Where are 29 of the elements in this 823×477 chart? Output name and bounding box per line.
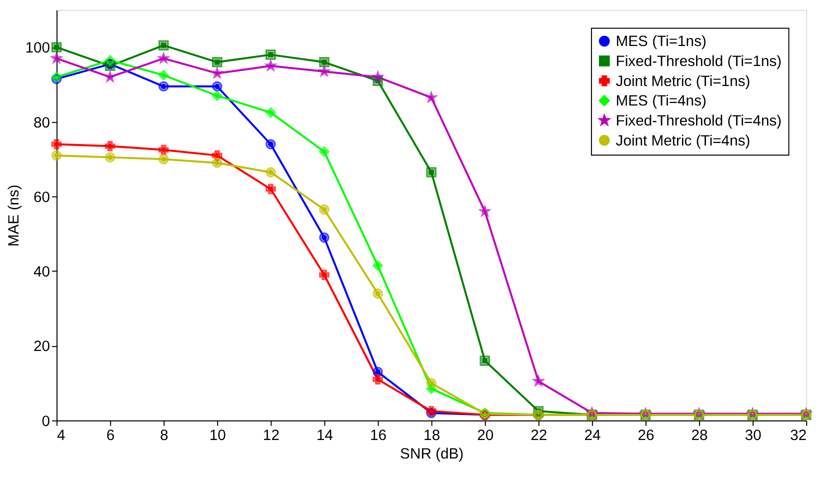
y-tick-label: 80 bbox=[34, 115, 50, 132]
x-tick-label: 18 bbox=[424, 428, 440, 444]
legend-label: Fixed-Threshold (Ti=4ns) bbox=[616, 113, 782, 130]
legend-label: Joint Metric (Ti=1ns) bbox=[616, 74, 750, 90]
x-tick-label: 4 bbox=[57, 428, 66, 444]
x-tick-label: 22 bbox=[530, 428, 548, 444]
x-tick-label: 16 bbox=[370, 428, 387, 444]
x-tick-label: 24 bbox=[584, 428, 601, 444]
x-tick-label: 12 bbox=[262, 428, 280, 444]
legend-label: Joint Metric (Ti=4ns) bbox=[616, 133, 750, 150]
x-tick-label: 28 bbox=[691, 428, 708, 444]
x-tick-label: 8 bbox=[160, 428, 168, 444]
legend-label: MES (Ti=1ns) bbox=[616, 34, 706, 50]
y-axis-title: MAE (ns) bbox=[6, 184, 22, 247]
y-tick-label: 100 bbox=[25, 40, 50, 57]
x-tick-label: 26 bbox=[638, 428, 654, 444]
y-tick-label: 40 bbox=[34, 264, 50, 281]
y-tick-label: 0 bbox=[42, 414, 50, 430]
y-tick-label: 60 bbox=[34, 190, 50, 206]
x-axis-title: SNR (dB) bbox=[400, 446, 464, 463]
x-tick-label: 10 bbox=[209, 428, 226, 444]
x-tick-label: 30 bbox=[744, 428, 762, 444]
legend-label: Fixed-Threshold (Ti=1ns) bbox=[616, 54, 782, 70]
x-tick-label: 6 bbox=[106, 428, 115, 444]
x-tick-label: 20 bbox=[477, 428, 494, 444]
x-tick-label: 32 bbox=[790, 428, 807, 444]
y-tick-label: 20 bbox=[34, 339, 50, 356]
legend-label: MES (Ti=4ns) bbox=[616, 94, 706, 110]
x-tick-label: 14 bbox=[316, 428, 334, 444]
